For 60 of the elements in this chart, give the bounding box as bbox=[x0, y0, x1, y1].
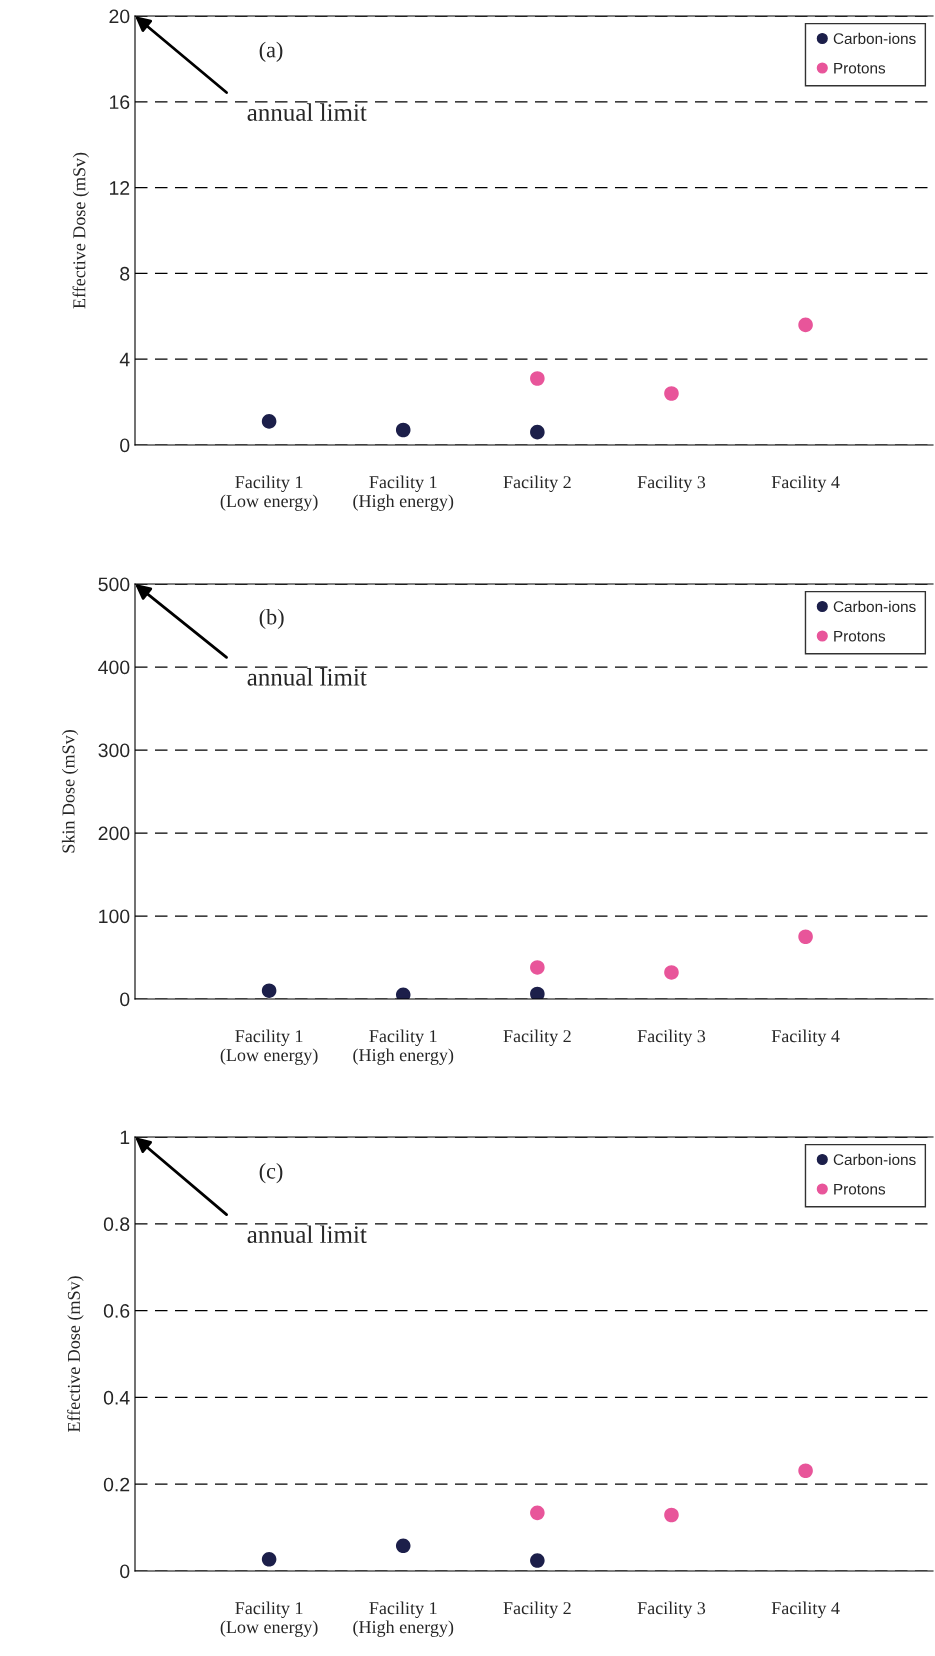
point bbox=[664, 1507, 679, 1523]
y-tick-label: 400 bbox=[98, 660, 130, 675]
point bbox=[798, 1463, 813, 1479]
y-tick-label: 500 bbox=[98, 577, 130, 592]
x-tick-label: Facility 1 (Low energy) bbox=[220, 1601, 318, 1637]
point bbox=[261, 414, 277, 429]
legend-label: Protons bbox=[834, 62, 886, 74]
x-tick-label: Facility 1 (High energy) bbox=[353, 1029, 454, 1065]
y-tick-label: 0 bbox=[120, 1564, 130, 1579]
point bbox=[395, 1538, 411, 1554]
x-tick-label: Facility 1 (High energy) bbox=[353, 475, 454, 511]
point bbox=[798, 317, 813, 333]
annotation: annual limit bbox=[247, 103, 367, 121]
y-tick-label: 8 bbox=[120, 266, 130, 281]
x-tick-label: Facility 1 (Low energy) bbox=[220, 475, 318, 511]
legend-label: Carbon-ions bbox=[833, 32, 916, 45]
annotation: annual limit bbox=[247, 668, 367, 686]
y-axis-title: Skin Dose (mSv) bbox=[61, 730, 79, 853]
legend-label: Protons bbox=[834, 630, 886, 642]
point bbox=[530, 1553, 545, 1568]
y-tick-label: 0.6 bbox=[103, 1304, 130, 1318]
annotation: annual limit bbox=[247, 1225, 367, 1244]
point bbox=[664, 386, 679, 401]
x-tick-label: Facility 1 (Low energy) bbox=[220, 1029, 318, 1065]
y-tick-label: 12 bbox=[110, 181, 130, 195]
y-axis-title: Effective Dose (mSv) bbox=[72, 152, 90, 309]
x-tick-label: Facility 2 bbox=[503, 475, 571, 492]
y-axis-title: Effective Dose (mSv) bbox=[67, 1276, 84, 1433]
y-tick-label: 200 bbox=[98, 826, 130, 841]
legend-label: Carbon-ions bbox=[833, 600, 916, 613]
x-tick-label: Facility 4 bbox=[771, 475, 840, 492]
x-tick-label: Facility 4 bbox=[771, 1601, 840, 1618]
x-tick-label: Facility 2 bbox=[503, 1029, 571, 1046]
text: (a) bbox=[259, 41, 283, 62]
point bbox=[530, 1505, 545, 1521]
x-tick-label: Facility 3 bbox=[637, 1601, 706, 1618]
x-tick-label: Facility 4 bbox=[771, 1029, 840, 1046]
y-tick-label: 0.8 bbox=[103, 1217, 130, 1232]
x-tick-label: Facility 3 bbox=[637, 1029, 706, 1046]
x-tick-label: Facility 1 (High energy) bbox=[353, 1601, 454, 1637]
y-tick-label: 16 bbox=[110, 95, 130, 110]
y-tick-label: 4 bbox=[119, 352, 130, 367]
y-tick-label: 0.2 bbox=[103, 1477, 130, 1492]
point bbox=[261, 1551, 277, 1567]
x-tick-label: Facility 3 bbox=[637, 475, 706, 492]
point bbox=[530, 424, 545, 440]
y-tick-label: 0.4 bbox=[103, 1390, 130, 1405]
legend-label: Protons bbox=[834, 1183, 886, 1195]
text: (b) bbox=[259, 608, 284, 630]
point bbox=[530, 371, 545, 386]
y-tick-label: 0 bbox=[120, 438, 130, 453]
text: (c) bbox=[259, 1163, 283, 1184]
y-tick-label: 1 bbox=[120, 1130, 130, 1145]
y-tick-label: 300 bbox=[98, 743, 130, 758]
y-tick-label: 100 bbox=[99, 909, 130, 924]
x-tick-label: Facility 2 bbox=[503, 1601, 571, 1618]
y-tick-label: 0 bbox=[120, 992, 130, 1007]
point bbox=[395, 422, 411, 438]
y-tick-label: 20 bbox=[109, 9, 130, 24]
legend-label: Carbon-ions bbox=[833, 1153, 916, 1166]
